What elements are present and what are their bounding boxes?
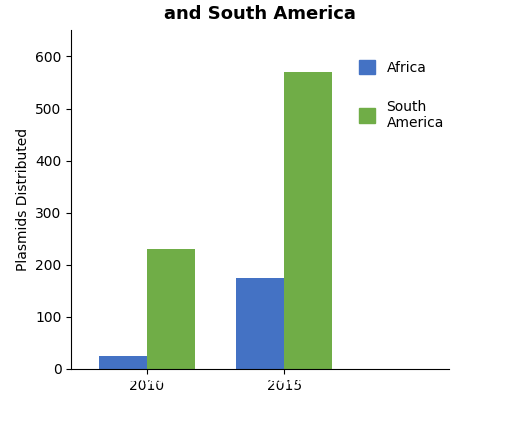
Bar bbox=[236, 278, 284, 369]
Legend: Africa, South
America: Africa, South America bbox=[352, 54, 448, 135]
Title: Growth in Plasmid Distribution to Africa
and South America: Growth in Plasmid Distribution to Africa… bbox=[58, 0, 462, 23]
Bar bbox=[99, 356, 147, 369]
Bar bbox=[284, 72, 331, 369]
Text: Addgene has increased its plasmid distribution to countries in Africa
and South : Addgene has increased its plasmid distri… bbox=[79, 374, 509, 421]
Bar bbox=[147, 249, 194, 369]
Y-axis label: Plasmids Distributed: Plasmids Distributed bbox=[16, 128, 30, 271]
